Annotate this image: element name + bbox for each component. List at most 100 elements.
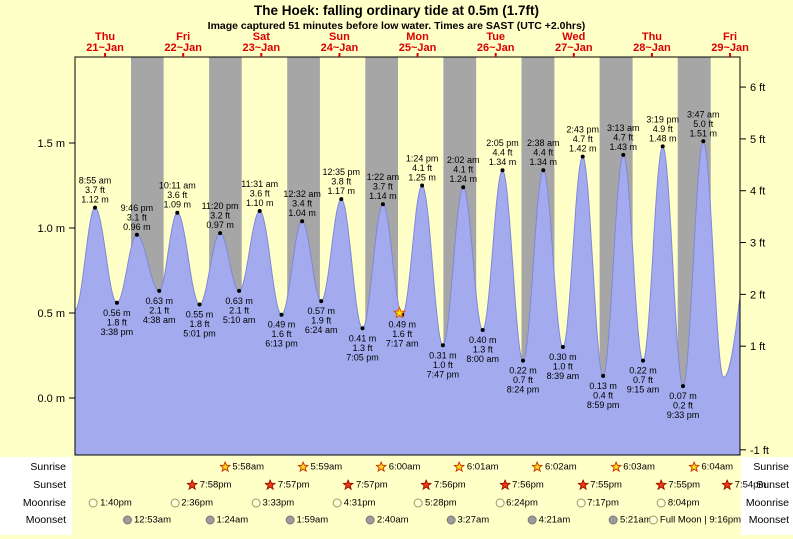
day-label-date: 27~Jan	[555, 42, 593, 54]
moonrise-moon-icon	[332, 498, 342, 508]
moonset-moon-icon	[446, 515, 456, 525]
svg-text:1:24 pm: 1:24 pm	[406, 154, 439, 164]
low-tide-annotation: 0.30 m1.0 ft8:39 am	[547, 352, 580, 381]
svg-text:1.3 ft: 1.3 ft	[473, 345, 494, 355]
svg-text:3.7 ft: 3.7 ft	[85, 185, 106, 195]
low-tide-annotation: 0.63 m2.1 ft5:10 am	[223, 296, 256, 325]
low-tide-annotation: 0.07 m0.2 ft9:33 pm	[667, 391, 700, 420]
high-tide-annotation: 11:20 pm3.2 ft0.97 m	[202, 201, 239, 230]
sunset-star-icon	[577, 479, 589, 491]
moonset-moon-icon	[285, 515, 295, 525]
y-axis-right-label: 5 ft	[750, 134, 765, 146]
svg-text:4.9 ft: 4.9 ft	[653, 124, 674, 134]
low-tide-annotation: 0.31 m1.0 ft7:47 pm	[427, 350, 460, 379]
sunrise-star-icon	[297, 461, 309, 473]
svg-text:1.0 ft: 1.0 ft	[433, 360, 454, 370]
svg-text:8:39 am: 8:39 am	[547, 371, 580, 381]
high-tide-annotation: 3:13 am4.7 ft1.43 m	[607, 123, 640, 152]
svg-text:0.97 m: 0.97 m	[206, 220, 234, 230]
high-tide-annotation: 9:46 pm3.1 ft0.96 m	[121, 203, 154, 232]
svg-text:0.96 m: 0.96 m	[123, 222, 151, 232]
moonset-row-label: Moonset	[748, 514, 789, 526]
moonrise-moon-icon	[89, 498, 99, 508]
svg-text:2:38 am: 2:38 am	[527, 138, 560, 148]
moonrise-time: 2:36pm	[170, 498, 213, 509]
plot-border	[74, 56, 741, 456]
sunrise-star-icon	[532, 461, 544, 473]
moonrise-row-label: Moonrise	[745, 497, 789, 509]
sunrise-star-icon	[375, 461, 387, 473]
sunset-time: 7:57pm	[264, 479, 310, 491]
svg-text:1.42 m: 1.42 m	[569, 144, 597, 154]
svg-text:1.12 m: 1.12 m	[81, 195, 109, 205]
svg-text:1.6 ft: 1.6 ft	[271, 329, 292, 339]
svg-text:0.7 ft: 0.7 ft	[513, 375, 534, 385]
svg-text:10:11 am: 10:11 am	[159, 181, 196, 191]
svg-text:1.09 m: 1.09 m	[164, 200, 192, 210]
moonrise-time: 5:28pm	[414, 498, 457, 509]
svg-text:5.0 ft: 5.0 ft	[693, 119, 714, 129]
day-label-date: 22~Jan	[164, 42, 202, 54]
svg-text:1.8 ft: 1.8 ft	[189, 319, 210, 329]
svg-text:5:10 am: 5:10 am	[223, 315, 256, 325]
day-label-date: 23~Jan	[243, 42, 281, 54]
day-label-date: 28~Jan	[633, 42, 671, 54]
y-axis-left-label: 0.5 m	[37, 308, 65, 320]
y-axis-right-label: 4 ft	[750, 186, 765, 198]
sunset-time: 7:56pm	[499, 479, 544, 491]
moonset-time: 1:24am	[205, 515, 248, 526]
moonrise-moon-icon	[656, 498, 666, 508]
svg-text:4.1 ft: 4.1 ft	[453, 165, 474, 175]
y-axis-left-label: 0.0 m	[37, 393, 65, 405]
high-tide-annotation: 11:31 am3.6 ft1.10 m	[241, 179, 278, 208]
full-moon-icon	[648, 515, 658, 525]
svg-text:8:59 pm: 8:59 pm	[587, 400, 620, 410]
svg-text:0.22 m: 0.22 m	[629, 366, 657, 376]
sunrise-row-label: Sunrise	[30, 461, 66, 473]
svg-text:1.34 m: 1.34 m	[489, 157, 517, 167]
svg-text:2:43 pm: 2:43 pm	[566, 125, 599, 135]
sunset-star-icon	[342, 479, 354, 491]
svg-text:3.4 ft: 3.4 ft	[292, 199, 313, 209]
moonrise-time: 3:33pm	[251, 498, 294, 509]
svg-text:3.7 ft: 3.7 ft	[373, 182, 394, 192]
high-tide-annotation: 3:19 pm4.9 ft1.48 m	[646, 114, 679, 143]
svg-text:3.2 ft: 3.2 ft	[210, 211, 231, 221]
svg-text:1.3 ft: 1.3 ft	[352, 343, 373, 353]
svg-text:1.04 m: 1.04 m	[288, 208, 316, 218]
svg-text:8:24 pm: 8:24 pm	[507, 385, 540, 395]
svg-text:6:13 pm: 6:13 pm	[265, 339, 298, 349]
moonset-time: 4:21am	[527, 515, 570, 526]
low-tide-annotation: 0.22 m0.7 ft9:15 am	[627, 366, 660, 395]
sunrise-time: 5:59am	[297, 461, 342, 473]
day-label-name: Tue	[486, 31, 505, 43]
svg-text:1.48 m: 1.48 m	[649, 133, 677, 143]
svg-text:3:47 am: 3:47 am	[687, 109, 720, 119]
moonrise-moon-icon	[170, 498, 180, 508]
y-axis-right-label: 1 ft	[750, 341, 765, 353]
low-tide-annotation: 0.56 m1.8 ft3:38 pm	[101, 308, 134, 337]
tide-area	[75, 141, 740, 455]
svg-text:0.2 ft: 0.2 ft	[673, 401, 694, 411]
svg-text:8:00 am: 8:00 am	[466, 354, 499, 364]
svg-text:0.63 m: 0.63 m	[145, 296, 173, 306]
full-moon-note: Full Moon | 9:16pm	[648, 515, 741, 526]
svg-text:9:15 am: 9:15 am	[627, 385, 660, 395]
svg-text:4.7 ft: 4.7 ft	[613, 132, 634, 142]
svg-text:9:33 pm: 9:33 pm	[667, 410, 700, 420]
day-label-name: Fri	[176, 31, 190, 43]
moonset-time: 5:21am	[608, 515, 652, 526]
svg-text:2.1 ft: 2.1 ft	[229, 305, 250, 315]
svg-text:3.6 ft: 3.6 ft	[167, 190, 188, 200]
moonset-time: 2:40am	[365, 515, 409, 526]
moonrise-moon-icon	[495, 498, 505, 508]
svg-text:11:31 am: 11:31 am	[241, 179, 278, 189]
y-axis-right-label: -1 ft	[750, 445, 769, 457]
svg-text:1.51 m: 1.51 m	[690, 128, 718, 138]
svg-text:9:46 pm: 9:46 pm	[121, 203, 154, 213]
svg-text:7:17 am: 7:17 am	[386, 339, 419, 349]
svg-text:1.14 m: 1.14 m	[369, 191, 397, 201]
low-tide-annotation: 0.55 m1.8 ft5:01 pm	[183, 310, 216, 339]
high-tide-annotation: 2:38 am4.4 ft1.34 m	[527, 138, 560, 167]
